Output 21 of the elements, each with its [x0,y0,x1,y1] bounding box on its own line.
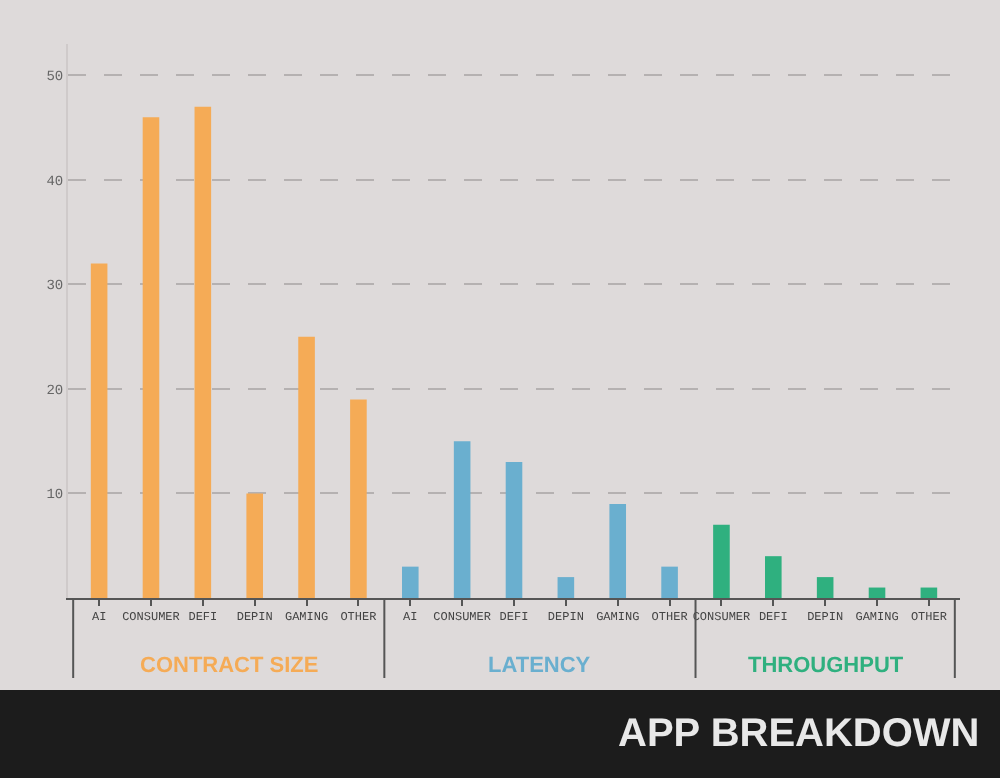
bar [453,441,471,598]
bar [505,462,523,598]
bar [557,577,575,598]
bar [868,587,886,598]
bar [90,263,108,598]
bar [401,566,419,598]
bar [816,577,834,598]
bar [246,493,263,598]
bar [298,336,315,598]
bar [661,566,678,598]
text: THROUGHPUT [748,654,904,678]
bar [920,587,938,598]
text: APP BREAKDOWN [618,712,980,756]
bar [194,106,212,598]
bar [350,399,367,598]
text: LATENCY [488,654,592,678]
bar [142,117,160,598]
bar [609,503,627,598]
bar [713,524,730,598]
text: CONTRACT SIZE [140,654,319,678]
bar [765,556,782,598]
